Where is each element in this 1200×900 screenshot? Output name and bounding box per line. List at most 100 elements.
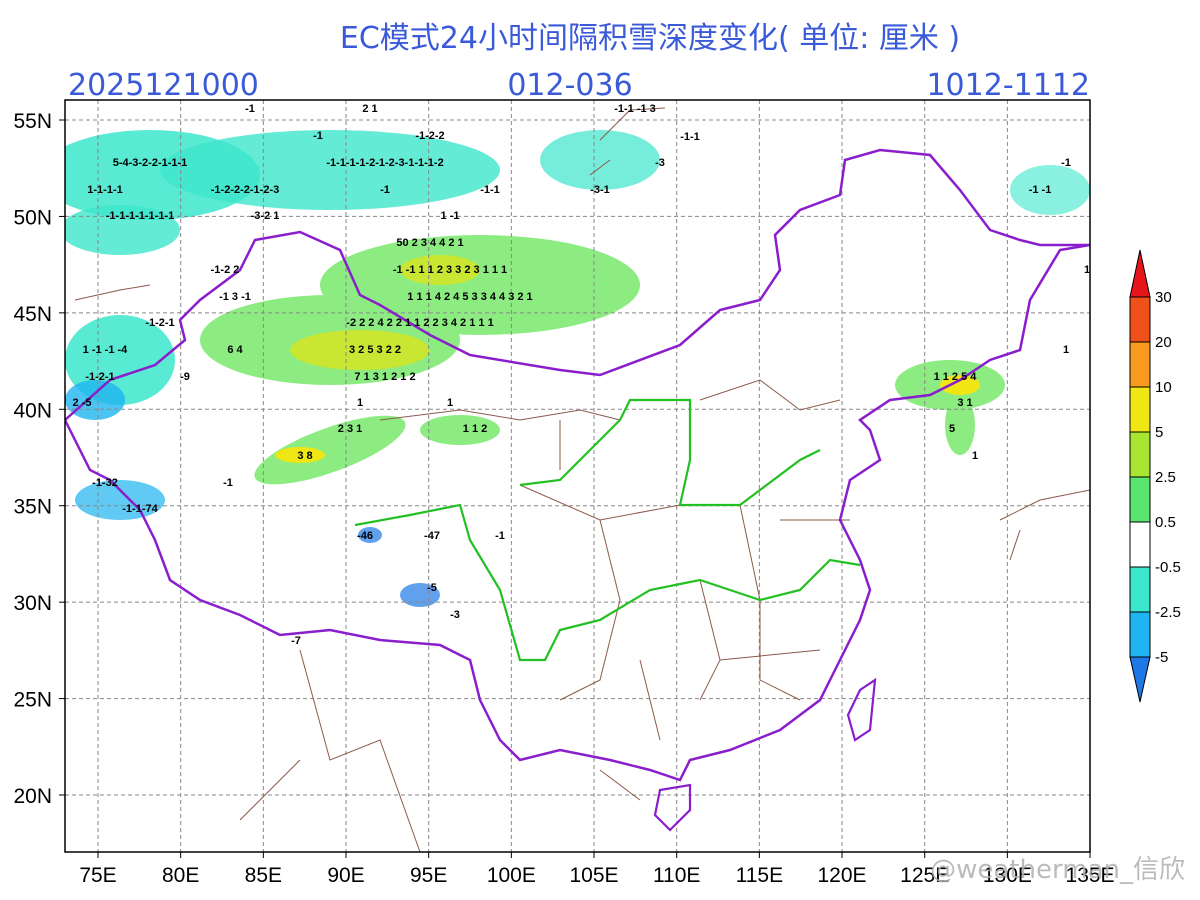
colorbar-label: -0.5 [1155,559,1181,576]
colorbar-label: -5 [1155,649,1168,666]
lat-tick-label: 35N [13,496,52,519]
map-label: 3 2 5 3 2 2 [349,344,401,356]
graticule [65,100,1090,852]
lat-tick-label: 25N [13,689,52,712]
map-label: -1 [223,477,233,489]
map-labels: -1 2 1-1 -1-2-25-4-3-2-2-1-1-1 -1-1-1-1-2-1… [73,103,1090,647]
map-label: -1-2-2 [415,130,444,142]
map-label: 5-4-3-2-2-1-1-1 [113,157,188,169]
map-label: -1 -1 1 1 2 3 3 2 3 1 1 1 [393,264,507,276]
map-label: -1-1-74 [122,503,158,515]
map-label: -1 [313,130,323,142]
lat-tick-label: 50N [13,206,52,229]
map-label: -1-1 -1 3 [614,103,656,115]
map-label: 2 -5 [73,397,92,409]
watermark: @weatherman_信欣 [930,855,1185,885]
green-contour [354,398,861,662]
map-label: -3-1 [590,184,610,196]
map-label: -1-1-1-1-1-1-1 [106,210,174,222]
colorbar-box [1129,476,1151,523]
colorbar-arrow [1129,656,1151,703]
colorbar-box [1129,341,1151,388]
map-label: 3 1 [957,397,972,409]
colorbar-label: -2.5 [1155,604,1181,621]
map-label: -1-2-2-2-1-2-3 [211,184,279,196]
lat-tick-label: 20N [13,785,52,808]
colorbar-box [1129,611,1151,658]
lon-tick-label: 80E [162,864,199,887]
map-label: -1-1 [480,184,500,196]
map-label: -1 3 -1 [219,291,251,303]
map-label: 1-1-1-1 [87,184,122,196]
map-label: -1 -1 [1029,184,1052,196]
map-label: 1 -1 -1 -4 [83,344,129,356]
map-label: -3-2 1 [251,210,280,222]
map-label: -1-1-1-1-2-1-2-3-1-1-1-2 [326,157,443,169]
map-label: 1 1 2 [463,423,487,435]
lon-tick-label: 90E [327,864,364,887]
map-frame [64,99,1091,853]
map-label: 50 2 3 4 4 2 1 [396,237,463,249]
islands [653,677,877,832]
map-label: -1 [245,103,255,115]
colorbar-box [1129,521,1151,568]
colorbar-box [1129,566,1151,613]
colorbar-arrow [1129,249,1151,298]
init-time: 2025121000 [68,68,259,103]
map-label: 1 [357,397,363,409]
lon-tick-label: 110E [653,864,701,887]
map-label: 1 [972,450,978,462]
forecast-hours: 012-036 [507,68,632,103]
map-label: -47 [424,530,440,542]
colorbar-box [1129,386,1151,433]
lon-tick-label: 100E [487,864,536,887]
map-label: -3 [655,157,665,169]
lat-tick-label: 45N [13,303,52,326]
map-label: -1 [380,184,390,196]
map-label: -1-2-1 [85,371,114,383]
lon-tick-label: 75E [79,864,116,887]
lon-tick-label: 95E [410,864,447,887]
colorbar-label: 0.5 [1155,514,1176,531]
title: EC模式24小时间隔积雪深度变化( 单位: 厘米 ) [340,21,960,56]
map-label: 1 [447,397,453,409]
snow-patches [65,130,1090,607]
lat-tick-label: 40N [13,399,52,422]
lon-tick-label: 105E [569,864,618,887]
lat-tick-label: 55N [13,110,52,133]
colorbar-label: 30 [1155,289,1172,306]
lon-tick-label: 120E [818,864,867,887]
map-label: -1 [495,530,505,542]
map-label: 1 1 2 5 4 [934,371,978,383]
colorbar-box [1129,431,1151,478]
valid-period: 1012-1112 [926,68,1090,103]
map-label: -5 [427,582,437,594]
foreign-borders [74,107,1090,852]
colorbar-box [1129,296,1151,343]
lon-tick-label: 135E [1066,864,1115,887]
map-label: 2 3 1 [338,423,362,435]
map-label: -1 [1061,157,1071,169]
map-label: -7 [291,635,301,647]
map-label: 1 -1 [441,210,460,222]
colorbar: 30 20 10 5 2.5 0.5 -0.5 -2.5 -5 [1129,249,1181,703]
map-label: -1-1 [680,131,700,143]
map-label: 1 [1084,264,1090,276]
map-label: 5 [949,423,955,435]
map-label: -46 [357,530,373,542]
map-label: 7 1 3 1 2 1 2 [354,371,415,383]
lon-tick-label: 130E [983,864,1032,887]
lon-tick-label: 125E [900,864,949,887]
map-label: -1-2 2 [211,264,240,276]
axis-ticks: 75E 80E 85E 90E 95E 100E 105E 110E 115E 120E 125E 1… [13,110,1114,887]
map-label: -2 2 2 4 2 2 1 1 2 2 3 4 2 1 1 1 [346,317,493,329]
lon-tick-label: 85E [245,864,282,887]
colorbar-label: 5 [1155,424,1163,441]
colorbar-label: 10 [1155,379,1172,396]
lat-tick-label: 30N [13,592,52,615]
lon-tick-label: 115E [736,864,784,887]
map-label: 1 [1063,344,1069,356]
map-label: -1-32 [92,477,118,489]
colorbar-label: 20 [1155,334,1172,351]
